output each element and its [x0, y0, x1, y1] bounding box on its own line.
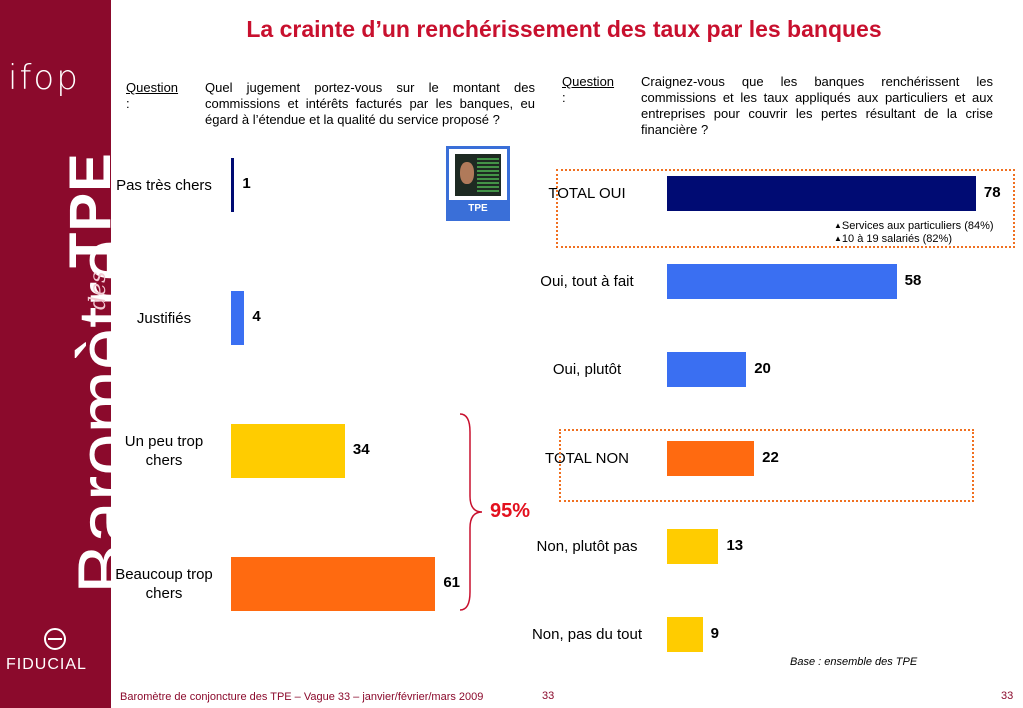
value-label: 9 — [710, 624, 719, 642]
value-label: 13 — [726, 536, 744, 554]
bar — [667, 529, 719, 564]
brand-tpe: TPE — [58, 152, 123, 268]
bar — [667, 352, 747, 387]
bar — [231, 291, 245, 345]
bar — [667, 617, 703, 652]
tpe-badge-label: TPE — [449, 200, 507, 218]
category-label: Non, pas du tout — [531, 626, 643, 643]
value-label: 22 — [762, 448, 779, 466]
category-label: Pas très chers — [116, 176, 212, 194]
category-label: Oui, plutôt — [552, 361, 622, 378]
left-question-label: Question — [126, 80, 179, 95]
value-label: 61 — [443, 574, 461, 591]
value-label: 34 — [352, 441, 370, 458]
value-label: 78 — [983, 183, 1001, 201]
page-title: La crainte d’un renchérissement des taux… — [246, 16, 882, 42]
note-1: ▲Services aux particuliers (84%) — [834, 219, 994, 233]
total-oui-highlight — [556, 169, 1015, 248]
bar — [231, 424, 345, 478]
ifop-logo: ifop — [8, 58, 80, 98]
note-2-text: 10 à 19 salariés (82%) — [841, 233, 952, 245]
page-number-center: 33 — [542, 690, 555, 702]
triangle-up-icon: ▲ — [834, 234, 842, 243]
note-1-text: Services aux particuliers (84%) — [841, 220, 994, 232]
value-label: 4 — [252, 308, 261, 325]
sidebar: ifop Baromètre des TPE FIDUCIAL — [0, 0, 148, 708]
right-question-colon: : — [562, 90, 566, 105]
category-label: Justifiés — [136, 309, 192, 327]
tpe-thumbnail: TPE — [446, 146, 510, 221]
page-number-right: 33 — [1001, 690, 1014, 702]
value-label: 20 — [754, 359, 771, 377]
bar — [231, 158, 235, 212]
bar — [231, 557, 436, 611]
left-question-text: Quel jugement portez-vous sur le montant… — [205, 80, 535, 127]
bracket-brace — [459, 413, 483, 611]
person-photo-icon — [455, 154, 501, 196]
bar — [667, 441, 755, 476]
value-label: 58 — [904, 271, 922, 289]
right-question-text: Craignez-vous que les banques renchériss… — [641, 74, 993, 137]
base-note: Base : ensemble des TPE — [790, 656, 918, 668]
note-2: ▲10 à 19 salariés (82%) — [834, 232, 952, 246]
combined-percentage: 95% — [490, 500, 531, 522]
category-label: TOTAL OUI — [548, 185, 626, 202]
right-question-label: Question — [562, 74, 615, 89]
left-question-colon: : — [126, 96, 130, 111]
category-label: Un peu trop chers — [124, 433, 204, 469]
category-label: Beaucoup trop chers — [115, 566, 213, 602]
footer-text: Baromètre de conjoncture des TPE – Vague… — [120, 691, 484, 703]
value-label: 1 — [242, 175, 251, 192]
triangle-up-icon: ▲ — [834, 221, 842, 230]
bar — [667, 176, 976, 211]
fiducial-logo-icon — [44, 628, 66, 650]
fiducial-wordmark: FIDUCIAL — [6, 656, 87, 673]
category-label: TOTAL NON — [545, 450, 629, 467]
bar — [667, 264, 897, 299]
brand-des: des — [86, 271, 111, 310]
category-label: Oui, tout à fait — [540, 273, 634, 290]
total-non-highlight — [559, 429, 974, 502]
category-label: Non, plutôt pas — [536, 538, 638, 555]
